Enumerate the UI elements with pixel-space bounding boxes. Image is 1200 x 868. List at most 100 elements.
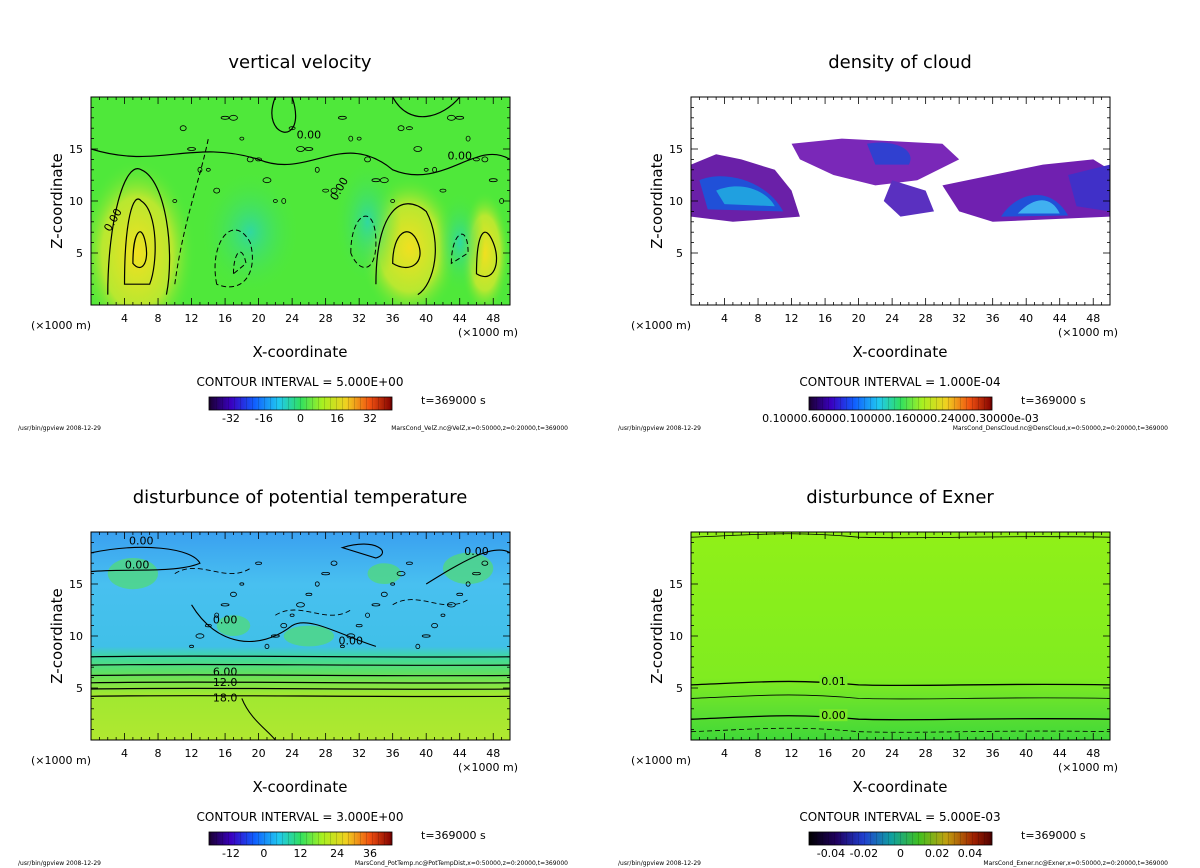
contour-blob	[396, 570, 406, 577]
x-tick-label: 40	[1019, 312, 1033, 325]
contour-line-negative	[350, 215, 377, 268]
x-tick-label: 36	[986, 312, 1000, 325]
footer-left: /usr/bin/gpview 2008-12-29	[618, 425, 701, 432]
x-axis-label: X-coordinate	[853, 343, 948, 361]
contour-blob	[255, 561, 263, 565]
contour-blob	[172, 199, 178, 203]
contour-blob	[204, 623, 212, 628]
time-label: t=369000 s	[421, 829, 486, 842]
contour-interval: CONTOUR INTERVAL = 5.000E-03	[799, 810, 1000, 824]
contour-blob	[230, 591, 237, 598]
contour-line	[375, 203, 436, 296]
contour-blob	[239, 136, 245, 141]
footer-left: /usr/bin/gpview 2008-12-29	[18, 860, 101, 867]
contour-label: 18.0	[213, 692, 238, 705]
contour-line	[475, 231, 498, 278]
chart-title: density of cloud	[828, 52, 972, 73]
contour-line	[91, 655, 510, 658]
colorbar-tick-label: 12	[294, 847, 308, 860]
x-tick-label: 16	[218, 747, 232, 760]
contour-blob	[439, 188, 447, 193]
contour-blob	[296, 146, 305, 152]
time-label: t=369000 s	[1021, 829, 1086, 842]
contour-blob	[423, 167, 429, 172]
contour-line-negative	[392, 599, 469, 606]
colorbar-divisions	[209, 397, 392, 410]
contour-label: 6.00	[213, 666, 238, 679]
x-tick-label: 12	[785, 747, 799, 760]
heatmap-field	[691, 97, 1110, 305]
contour-blob	[339, 644, 345, 649]
contour-blob	[187, 147, 196, 151]
x-tick-label: 32	[352, 312, 366, 325]
contour-blob	[314, 581, 320, 587]
warm-anomaly	[216, 615, 251, 636]
footer-right: MarsCond_DensCloud.nc@DensCloud,x=0:5000…	[953, 425, 1168, 432]
contour-blob	[280, 622, 288, 629]
y-tick-label: 5	[676, 247, 683, 260]
contour-blob	[456, 592, 464, 597]
x-tick-label: 16	[818, 747, 832, 760]
x-tick-label: 48	[1086, 747, 1100, 760]
contour-blob	[481, 156, 489, 163]
contour-blob	[289, 613, 295, 617]
contour-blob	[446, 114, 456, 121]
x-unit-right: (×1000 m)	[1058, 761, 1118, 774]
warm-anomaly	[107, 558, 159, 590]
contour-line	[241, 698, 276, 740]
contour-line	[91, 148, 510, 176]
contour-label: 0.00	[821, 709, 846, 722]
contour-line	[691, 715, 1110, 721]
colorbar-tick-label: 0.10000.60000.100000.160000.24000.30000e…	[762, 412, 1039, 425]
colorbar-tick-label: 0.02	[925, 847, 950, 860]
x-tick-label: 28	[319, 747, 333, 760]
y-axis-label: Z-coordinate	[48, 588, 66, 683]
contour-blob	[406, 561, 413, 565]
warm-anomaly	[367, 563, 402, 584]
contour-blob	[314, 166, 320, 173]
x-unit-left: (×1000 m)	[31, 319, 91, 332]
contour-blob	[406, 126, 413, 131]
contour-blob	[390, 199, 396, 203]
contour-label: 0.00	[447, 149, 472, 162]
x-unit-left: (×1000 m)	[631, 319, 691, 332]
contour-blob	[321, 571, 331, 576]
contour-blob	[270, 634, 280, 638]
colorbar-divisions	[209, 832, 392, 845]
x-tick-label: 12	[185, 312, 199, 325]
time-label: t=369000 s	[1021, 394, 1086, 407]
contour-blob	[337, 115, 347, 120]
chart-panel-3: disturbunce of potential temperature 0.00…	[18, 487, 568, 867]
colorbar-tick-label: 0	[897, 847, 904, 860]
contour-line	[271, 97, 297, 133]
x-tick-label: 20	[852, 312, 866, 325]
x-tick-label: 36	[386, 312, 400, 325]
x-tick-label: 20	[252, 312, 266, 325]
x-tick-label: 16	[818, 312, 832, 325]
colorbar-tick-label: -32	[222, 412, 240, 425]
colorbar-tick-label: 0.04	[958, 847, 983, 860]
x-unit-left: (×1000 m)	[31, 754, 91, 767]
contour-line	[91, 663, 510, 666]
contour-blob	[346, 633, 356, 639]
x-tick-label: 4	[121, 747, 128, 760]
contour-blob	[481, 560, 489, 566]
x-tick-label: 40	[419, 747, 433, 760]
x-tick-label: 4	[721, 312, 728, 325]
contour-blob	[397, 125, 405, 132]
warm-anomaly	[442, 552, 494, 585]
footer-left: /usr/bin/gpview 2008-12-29	[18, 425, 101, 432]
contour-blob	[296, 602, 305, 608]
contour-line	[691, 727, 1110, 733]
cloud-region	[883, 180, 935, 217]
contour-blob	[330, 560, 338, 566]
contour-line	[91, 681, 510, 684]
contour-blob	[179, 125, 187, 132]
footer-right: MarsCond_PotTemp.nc@PotTempDist,x=0:5000…	[355, 860, 568, 867]
downdraft-region	[434, 190, 485, 295]
x-tick-label: 48	[486, 747, 500, 760]
contour-line	[392, 97, 461, 118]
x-tick-label: 4	[721, 747, 728, 760]
